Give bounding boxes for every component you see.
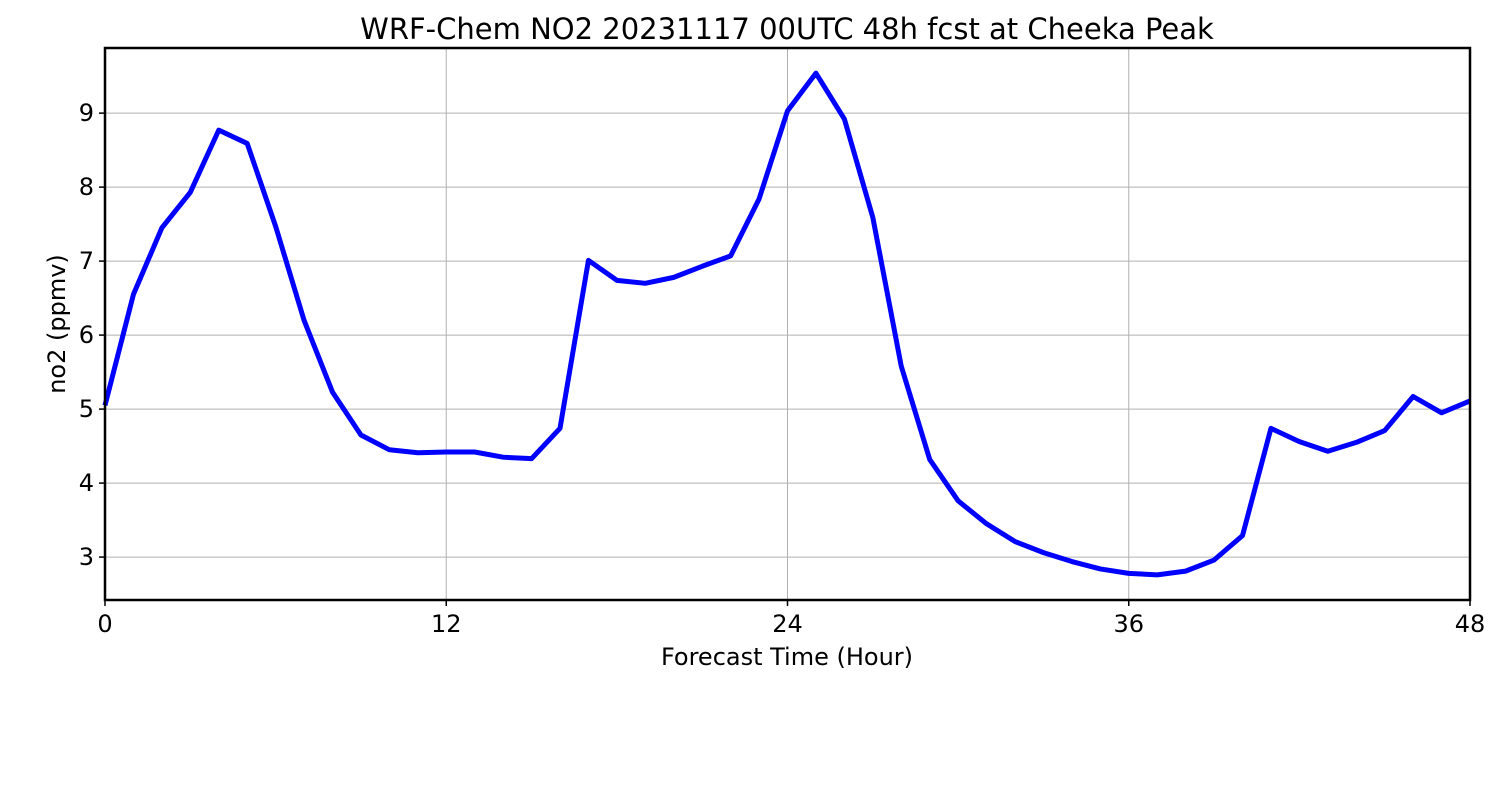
y-tick-label: 6 <box>79 321 94 349</box>
x-tick-label: 0 <box>97 610 112 638</box>
x-axis-label: Forecast Time (Hour) <box>661 643 913 671</box>
y-tick-label: 8 <box>79 173 94 201</box>
tick-labels: 0 12 24 36 48 3 4 5 6 7 8 9 <box>79 99 1486 638</box>
x-tick-label: 36 <box>1113 610 1144 638</box>
tick-marks <box>99 112 1471 606</box>
chart-title: WRF-Chem NO2 20231117 00UTC 48h fcst at … <box>360 12 1214 46</box>
x-tick-label: 12 <box>431 610 462 638</box>
y-tick-label: 5 <box>79 395 94 423</box>
y-tick-label: 3 <box>79 543 94 571</box>
no2-series-line <box>102 70 1471 578</box>
y-tick-label: 7 <box>79 247 94 275</box>
x-tick-label: 48 <box>1455 610 1486 638</box>
y-tick-label: 9 <box>79 99 94 127</box>
y-axis-label: no2 (ppmv) <box>43 254 71 394</box>
y-tick-label: 4 <box>79 469 94 497</box>
series-layer <box>102 70 1471 578</box>
x-tick-label: 24 <box>772 610 803 638</box>
